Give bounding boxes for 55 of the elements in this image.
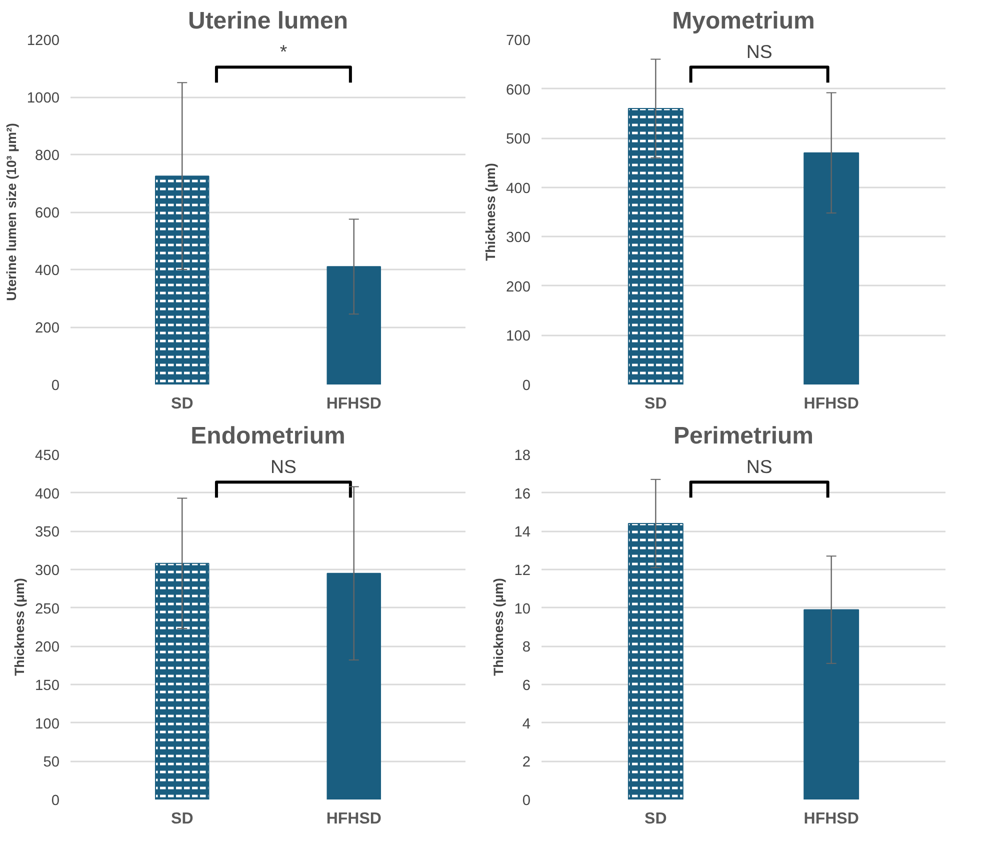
x-tick-label: SD [171,396,194,412]
y-tick-label: 200 [35,320,60,336]
y-tick-label: 6 [522,678,531,694]
x-tick-label: HFHSD [326,396,382,412]
x-tick-label: SD [171,810,194,828]
y-axis-title: Thickness (μm) [491,578,506,676]
y-tick-label: 350 [35,524,60,541]
y-tick-label: 0 [522,793,531,809]
annotation: NS [746,456,772,477]
x-tick-label: HFHSD [804,396,859,412]
y-tick-label: 1000 [26,90,60,106]
y-tick-label: 400 [35,263,60,279]
y-tick-label: 100 [35,716,60,732]
y-tick-label: 150 [35,678,60,694]
y-tick-label: 500 [506,132,531,148]
y-tick-label: 14 [514,524,531,541]
x-tick-label: HFHSD [326,810,382,828]
y-tick-label: 12 [514,563,531,579]
y-tick-label: 200 [35,640,60,656]
y-tick-label: 250 [35,601,60,618]
y-tick-label: 200 [506,279,531,296]
y-axis-title: Thickness (μm) [12,578,28,676]
x-tick-label: HFHSD [804,810,859,828]
chart-title: Myometrium [672,8,815,34]
y-tick-label: 800 [35,148,60,164]
x-tick-label: SD [644,810,667,828]
y-tick-label: 18 [514,448,531,464]
y-tick-label: 100 [506,328,531,345]
chart-title: Endometrium [190,422,346,450]
y-tick-label: 0 [522,378,531,394]
y-tick-label: 450 [35,448,60,464]
y-tick-label: 1200 [26,33,60,49]
y-axis-title: Uterine lumen size (10³ μm²) [4,123,19,301]
y-tick-label: 400 [506,180,531,197]
y-axis-title: Thickness (μm) [483,163,498,261]
y-tick-label: 16 [514,486,531,502]
y-tick-label: 400 [35,486,60,502]
x-tick-label: SD [644,396,667,412]
y-tick-label: 8 [522,640,531,656]
y-tick-label: 600 [506,82,531,98]
y-tick-label: 4 [522,716,531,732]
annotation: * [280,40,288,62]
y-tick-label: 2 [522,754,531,771]
y-tick-label: 0 [51,378,60,394]
y-tick-label: 300 [506,230,531,246]
y-tick-label: 700 [506,33,531,49]
chart-title: Uterine lumen [188,8,348,34]
y-tick-label: 600 [35,206,60,222]
y-tick-label: 300 [35,563,60,579]
y-tick-label: 50 [43,754,60,771]
annotation: NS [746,40,772,62]
chart-title: Perimetrium [673,422,814,450]
annotation: NS [270,456,296,477]
y-tick-label: 0 [51,793,60,809]
y-tick-label: 10 [514,601,531,618]
